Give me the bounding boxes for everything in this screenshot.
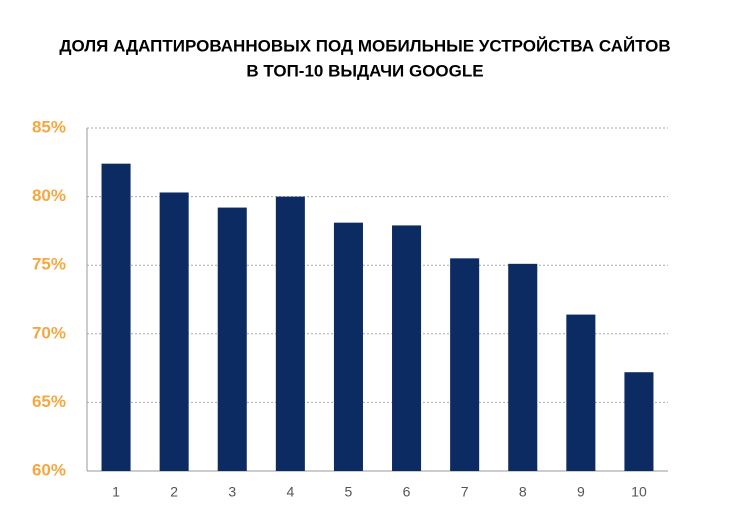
y-tick-label: 60% bbox=[32, 460, 66, 479]
y-tick-label: 80% bbox=[32, 186, 66, 205]
x-tick-label: 9 bbox=[577, 484, 585, 500]
x-tick-label: 6 bbox=[403, 484, 411, 500]
y-tick-label: 85% bbox=[32, 117, 66, 136]
bar bbox=[101, 163, 131, 471]
x-tick-label: 2 bbox=[170, 484, 178, 500]
x-tick-label: 8 bbox=[519, 484, 527, 500]
bar bbox=[275, 196, 305, 471]
bar bbox=[333, 222, 363, 471]
bar bbox=[392, 225, 422, 471]
x-tick-label: 5 bbox=[345, 484, 353, 500]
bar bbox=[159, 192, 189, 471]
bar bbox=[217, 207, 247, 472]
x-tick-label: 1 bbox=[112, 484, 120, 500]
bar bbox=[508, 263, 538, 471]
bar bbox=[624, 372, 654, 471]
x-tick-label: 10 bbox=[631, 484, 647, 500]
y-tick-label: 65% bbox=[32, 392, 66, 411]
y-tick-label: 75% bbox=[32, 255, 66, 274]
bar bbox=[566, 314, 596, 471]
x-tick-label: 4 bbox=[286, 484, 294, 500]
bar bbox=[450, 258, 480, 471]
x-tick-label: 7 bbox=[461, 484, 469, 500]
x-tick-label: 3 bbox=[228, 484, 236, 500]
chart-title: ДОЛЯ АДАПТИРОВАННОВЫХ ПОД МОБИЛЬНЫЕ УСТР… bbox=[59, 36, 670, 55]
chart-title: В ТОП-10 ВЫДАЧИ GOOGLE bbox=[246, 61, 483, 80]
y-tick-label: 70% bbox=[32, 323, 66, 342]
